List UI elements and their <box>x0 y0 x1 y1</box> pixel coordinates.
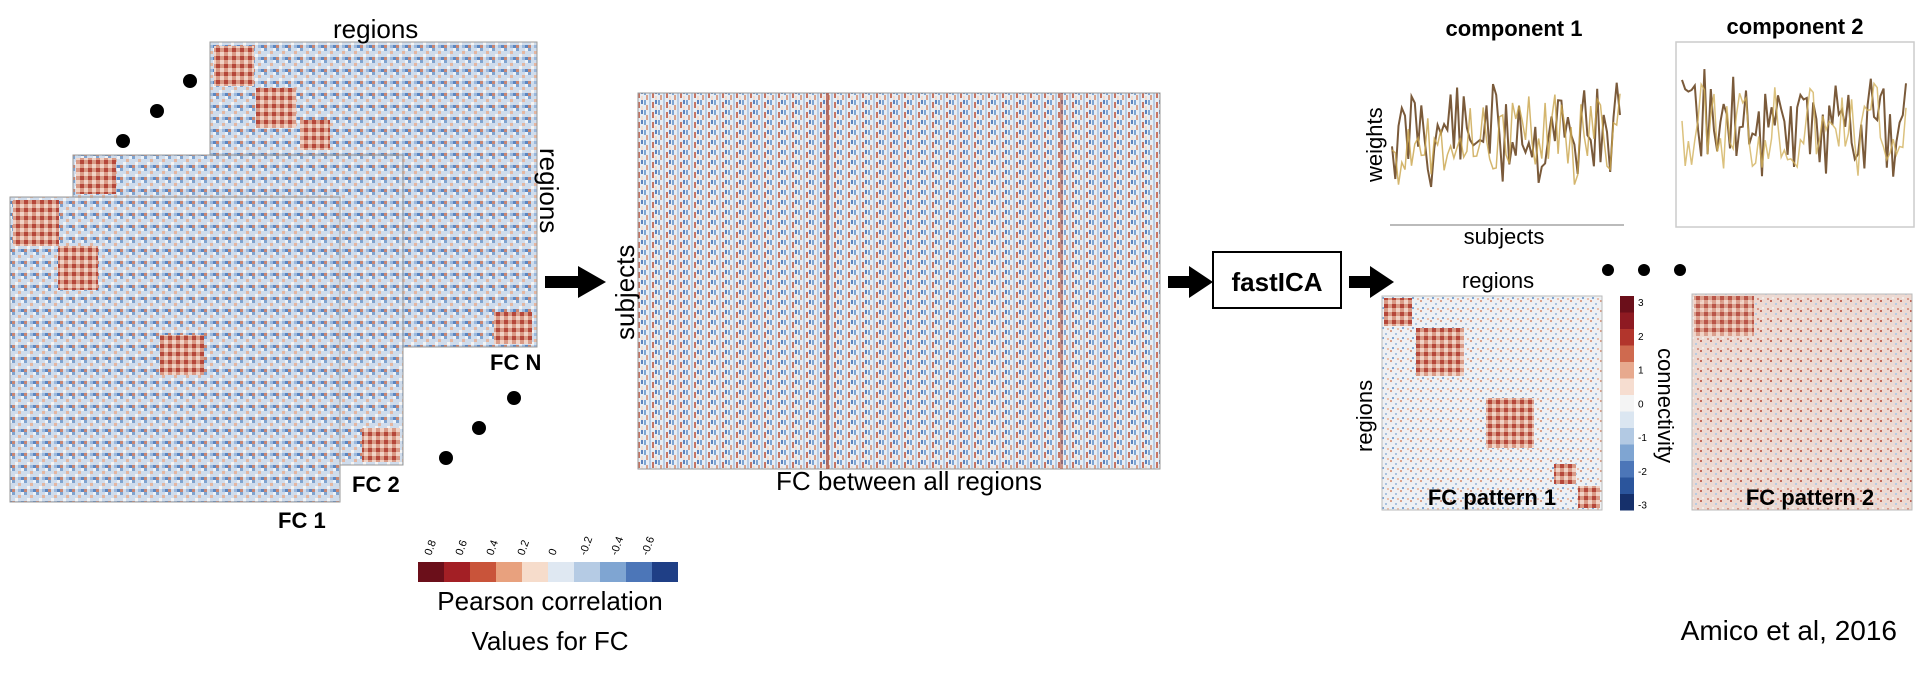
pearson-swatch <box>652 562 678 582</box>
connectivity-tick: -3 <box>1638 501 1647 512</box>
subjects-axis-label: subjects <box>610 245 640 340</box>
component-1-plot <box>1390 82 1624 226</box>
fc-2-label: FC 2 <box>352 472 400 497</box>
component-2-plot <box>1675 41 1915 228</box>
component-2-trace <box>1681 69 1907 177</box>
connectivity-swatch <box>1620 362 1634 379</box>
matrix-side-label: regions <box>534 148 564 233</box>
connectivity-tick: -1 <box>1638 433 1647 444</box>
fc-pattern-2-label: FC pattern 2 <box>1746 485 1874 510</box>
connectivity-swatch <box>1620 494 1634 511</box>
fc-between-regions-label: FC between all regions <box>776 466 1042 496</box>
pearson-swatch <box>600 562 626 582</box>
ellipsis-dots-bottom <box>439 391 521 465</box>
connectivity-label: connectivity <box>1653 348 1678 463</box>
pearson-swatch <box>418 562 444 582</box>
connectivity-tick: 1 <box>1638 366 1644 377</box>
connectivity-swatch <box>1620 312 1634 329</box>
pearson-colorbar-swatches <box>418 562 678 582</box>
pearson-tick: 0 <box>547 547 560 557</box>
connectivity-swatch <box>1620 477 1634 494</box>
ellipsis-dots-top <box>116 74 197 148</box>
matrix-top-label: regions <box>333 14 418 44</box>
pearson-colorbar-title-line2: Values for FC <box>471 626 628 656</box>
fc-1-label: FC 1 <box>278 508 326 533</box>
pattern-side-label: regions <box>1352 380 1377 452</box>
component-1-trace-alt <box>1391 93 1621 185</box>
fc-pattern-2 <box>1691 293 1913 511</box>
connectivity-colorbar-ticks: 3 2 1 0 -1 -2 -3 <box>1638 298 1647 512</box>
pearson-tick: 0.4 <box>485 539 502 557</box>
component-2-trace-alt <box>1681 81 1907 176</box>
pearson-tick: 0.6 <box>454 539 471 557</box>
weights-axis-label: weights <box>1362 107 1387 183</box>
pearson-tick: -0.6 <box>640 535 658 557</box>
pearson-tick: -0.2 <box>578 535 596 557</box>
connectivity-swatch <box>1620 461 1634 478</box>
pearson-colorbar-title-line1: Pearson correlation <box>437 586 662 616</box>
subjects-x-axis-label: subjects <box>1464 224 1545 249</box>
component-2-title: component 2 <box>1727 14 1864 39</box>
fc-n-label: FC N <box>490 350 541 375</box>
fc-pattern-1-label: FC pattern 1 <box>1428 485 1556 510</box>
fastica-label: fastICA <box>1231 267 1322 297</box>
connectivity-swatch <box>1620 345 1634 362</box>
connectivity-swatch <box>1620 329 1634 346</box>
fastica-box: fastICA <box>1212 251 1342 309</box>
connectivity-swatch <box>1620 296 1634 313</box>
pattern-top-label: regions <box>1462 268 1534 293</box>
connectivity-colorbar-swatches <box>1620 296 1634 511</box>
connectivity-tick: 2 <box>1638 332 1644 343</box>
pearson-swatch <box>574 562 600 582</box>
fc-matrix-stack <box>9 41 538 503</box>
pearson-swatch <box>626 562 652 582</box>
connectivity-colorbar: 3 2 1 0 -1 -2 -3 connectivity <box>1620 296 1678 512</box>
fc-matrix-1 <box>9 196 341 503</box>
pearson-swatch <box>496 562 522 582</box>
connectivity-swatch <box>1620 378 1634 395</box>
pearson-tick: -0.4 <box>609 535 627 557</box>
citation-text: Amico et al, 2016 <box>1681 615 1897 646</box>
pearson-tick: 0.8 <box>423 539 440 557</box>
pearson-swatch <box>522 562 548 582</box>
connectivity-swatch <box>1620 428 1634 445</box>
pearson-swatch <box>444 562 470 582</box>
component-1-title: component 1 <box>1446 16 1583 41</box>
pearson-colorbar: 0.8 0.6 0.4 0.2 0 -0.2 -0.4 -0.6 Pearson correl… <box>418 535 678 656</box>
arrow-to-components <box>1349 266 1394 298</box>
connectivity-swatch <box>1620 444 1634 461</box>
pearson-swatch <box>470 562 496 582</box>
arrow-to-fastica <box>1168 266 1213 298</box>
subjects-fc-matrix <box>637 92 1161 470</box>
fc-pattern-1 <box>1381 295 1603 511</box>
arrow-to-subjects-matrix <box>545 266 606 298</box>
connectivity-swatch <box>1620 395 1634 412</box>
pearson-swatch <box>548 562 574 582</box>
ellipsis-dots-patterns <box>1602 264 1686 276</box>
pearson-tick: 0.2 <box>516 539 533 557</box>
connectivity-swatch <box>1620 411 1634 428</box>
connectivity-tick: 0 <box>1638 399 1644 410</box>
connectivity-tick: 3 <box>1638 298 1644 309</box>
connectivity-tick: -2 <box>1638 467 1647 478</box>
pearson-colorbar-ticks: 0.8 0.6 0.4 0.2 0 -0.2 -0.4 -0.6 <box>423 535 658 557</box>
